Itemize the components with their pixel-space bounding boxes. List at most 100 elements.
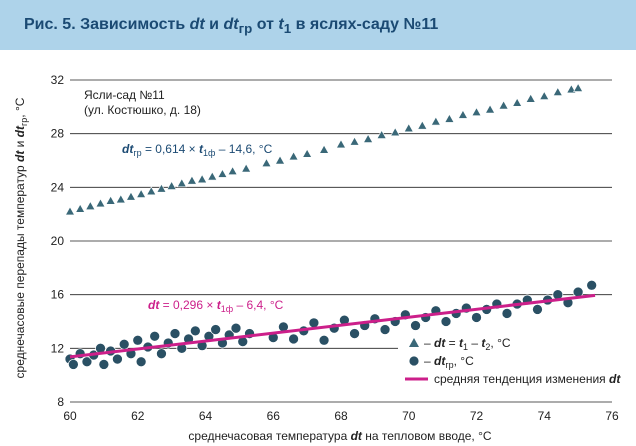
triangle-point <box>512 97 523 107</box>
circle-point <box>112 353 123 365</box>
triangle-point <box>227 166 238 176</box>
triangle-point <box>125 191 136 201</box>
triangle-point <box>261 158 272 167</box>
site-address: (ул. Костюшко, д. 18) <box>84 103 201 117</box>
legend-circles-label: – dtгр, °C <box>424 354 474 370</box>
triangle-point <box>539 90 550 100</box>
circle-point <box>210 324 222 335</box>
y-axis-label: среднечасовые перепады температур dt и d… <box>13 97 29 378</box>
legend-triangle-icon <box>409 338 419 347</box>
y-tick-label: 32 <box>51 73 65 87</box>
x-tick-label: 70 <box>402 409 416 423</box>
triangle-series <box>64 82 584 216</box>
x-tick-label: 60 <box>63 409 77 423</box>
y-tick-label: 16 <box>51 288 65 302</box>
y-tick-label: 12 <box>51 341 65 355</box>
triangle-point <box>302 148 313 158</box>
legend-circle-icon <box>408 355 420 367</box>
circle-point <box>308 317 320 329</box>
tick-labels: 60 62 64 66 68 70 72 74 76 8 12 16 20 24 28 32 <box>51 73 619 423</box>
equation-lower: dt = 0,296 × t1ф – 6,4, °C <box>148 298 284 314</box>
triangle-point <box>241 163 252 173</box>
triangle-point <box>573 82 584 92</box>
y-tick-label: 20 <box>51 234 65 248</box>
circle-point <box>501 308 513 319</box>
triangle-point <box>166 180 177 190</box>
triangle-point <box>430 116 441 126</box>
triangle-point <box>85 201 96 210</box>
triangle-point <box>363 133 374 143</box>
circle-point <box>318 334 330 346</box>
equation-upper: dtгр = 0,614 × t1ф – 14,6, °C <box>122 142 273 158</box>
triangle-point <box>275 155 286 165</box>
y-tick-label: 24 <box>51 180 65 194</box>
circle-point <box>440 316 452 327</box>
x-axis-label: среднечасовая температура dt на тепловом… <box>188 429 491 443</box>
triangle-point <box>156 183 167 193</box>
circle-point <box>135 356 147 368</box>
triangle-point <box>288 151 299 161</box>
triangle-point <box>207 171 218 181</box>
circle-point <box>379 324 391 335</box>
triangle-point <box>349 136 360 146</box>
fit-lines <box>69 293 596 359</box>
triangle-point <box>485 104 496 114</box>
circle-point <box>586 279 598 291</box>
y-tick-label: 8 <box>57 395 64 409</box>
circle-point <box>68 359 79 370</box>
legend: – dt = t1 – t2, °C – dtгр, °C средняя те… <box>398 334 630 394</box>
circle-point <box>81 356 93 368</box>
x-tick-label: 66 <box>267 409 281 423</box>
triangle-point <box>525 93 536 103</box>
triangle-point <box>376 129 387 139</box>
triangle-point <box>75 203 86 213</box>
legend-triangles-label: – dt = t1 – t2, °C <box>424 336 511 352</box>
x-tick-label: 74 <box>538 409 552 423</box>
triangle-point <box>105 195 116 205</box>
circle-point <box>98 359 110 370</box>
circle-point <box>156 348 167 360</box>
header-band <box>0 0 636 50</box>
triangle-point <box>552 86 563 96</box>
triangle-point <box>335 139 347 149</box>
triangle-point <box>471 107 482 116</box>
figure-title: Рис. 5. Зависимость dt и dtгр от t1 в яс… <box>24 16 439 37</box>
triangle-point <box>136 188 147 198</box>
circle-point <box>532 304 543 315</box>
circle-point <box>149 330 161 342</box>
triangle-point <box>146 186 157 196</box>
triangle-point <box>319 144 330 154</box>
circle-point <box>230 322 242 334</box>
circle-point <box>132 334 144 346</box>
circle-point <box>410 320 421 331</box>
x-tick-label: 72 <box>470 409 484 423</box>
triangle-point <box>417 120 428 130</box>
x-tick-label: 76 <box>605 409 619 423</box>
circle-point <box>118 338 130 350</box>
triangle-point <box>197 174 208 184</box>
triangle-point <box>64 206 76 216</box>
circle-point <box>349 328 360 339</box>
triangle-point <box>498 100 509 110</box>
x-tick-label: 62 <box>131 409 145 423</box>
circle-point <box>471 312 482 323</box>
triangle-point <box>176 178 187 188</box>
triangle-point <box>115 194 126 204</box>
x-tick-label: 68 <box>334 409 348 423</box>
triangle-point <box>95 198 106 208</box>
circle-point <box>288 333 299 345</box>
trend-line <box>69 293 596 359</box>
legend-background <box>398 334 630 394</box>
circle-point <box>169 328 181 339</box>
triangle-point <box>457 109 468 119</box>
triangle-point <box>444 113 455 123</box>
triangle-point <box>403 123 414 133</box>
site-name: Ясли-сад №11 <box>84 88 165 102</box>
triangle-point <box>217 168 228 178</box>
y-tick-label: 28 <box>51 127 65 141</box>
triangle-point <box>186 175 197 185</box>
triangle-point <box>390 127 401 137</box>
circle-point <box>189 325 201 337</box>
x-tick-label: 64 <box>199 409 213 423</box>
